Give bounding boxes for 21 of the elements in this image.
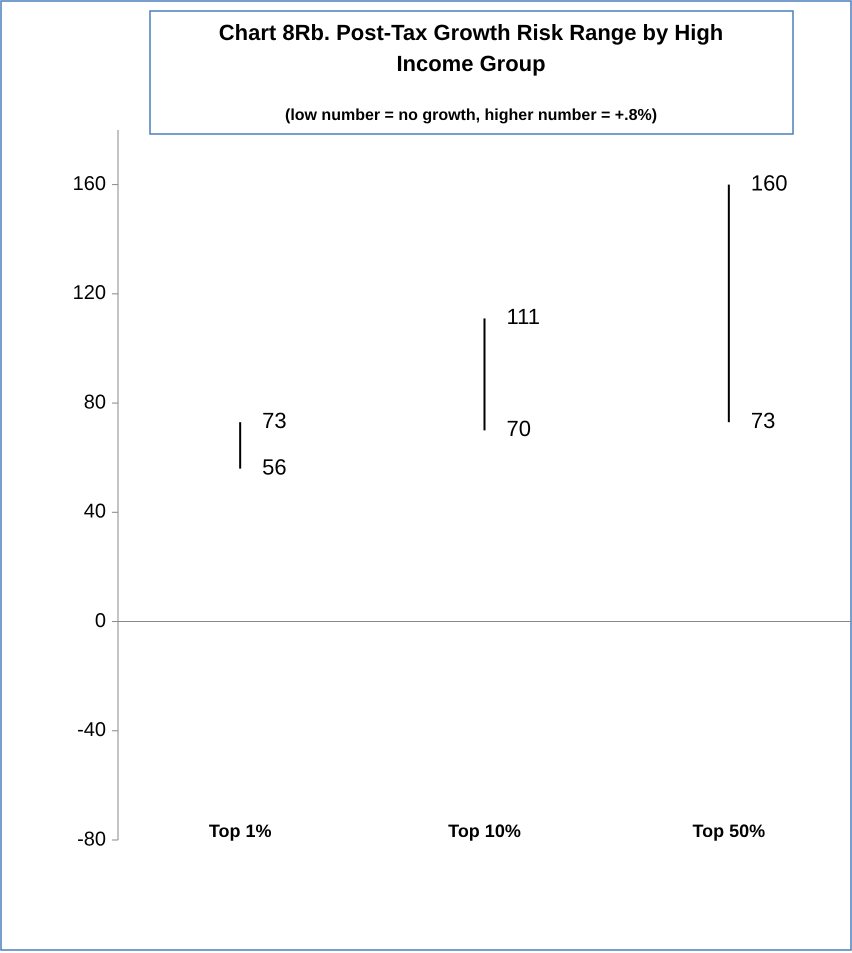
annotation: 73 xyxy=(262,408,287,434)
annotation: 70 xyxy=(506,416,531,442)
annotation: 111 xyxy=(506,304,540,330)
annotation: 73 xyxy=(750,408,776,434)
x-tick-label: Top 10% xyxy=(448,820,521,841)
annotation: 56 xyxy=(262,454,287,480)
annotation: 160 xyxy=(750,170,788,196)
x-tick-label: Top 1% xyxy=(208,820,272,841)
chart-title: Chart 8Rb. Post-Tax Growth Risk Range by High Income Group xyxy=(218,20,724,76)
chart-subtitle: (low number = no growth, higher number = +.8%) xyxy=(284,107,658,124)
y-tick-label: 120 xyxy=(72,282,106,304)
y-tick-label: 80 xyxy=(84,391,106,414)
bar xyxy=(484,318,486,430)
y-tick-label: 0 xyxy=(94,610,106,632)
y-tick-label: 40 xyxy=(84,500,106,523)
x-tick-label: Top 50% xyxy=(692,820,766,841)
bar xyxy=(239,422,242,469)
y-tick-label: -40 xyxy=(77,719,106,742)
bar xyxy=(728,184,730,422)
y-tick-label: -80 xyxy=(77,828,106,850)
y-tick-label: 160 xyxy=(72,172,106,195)
